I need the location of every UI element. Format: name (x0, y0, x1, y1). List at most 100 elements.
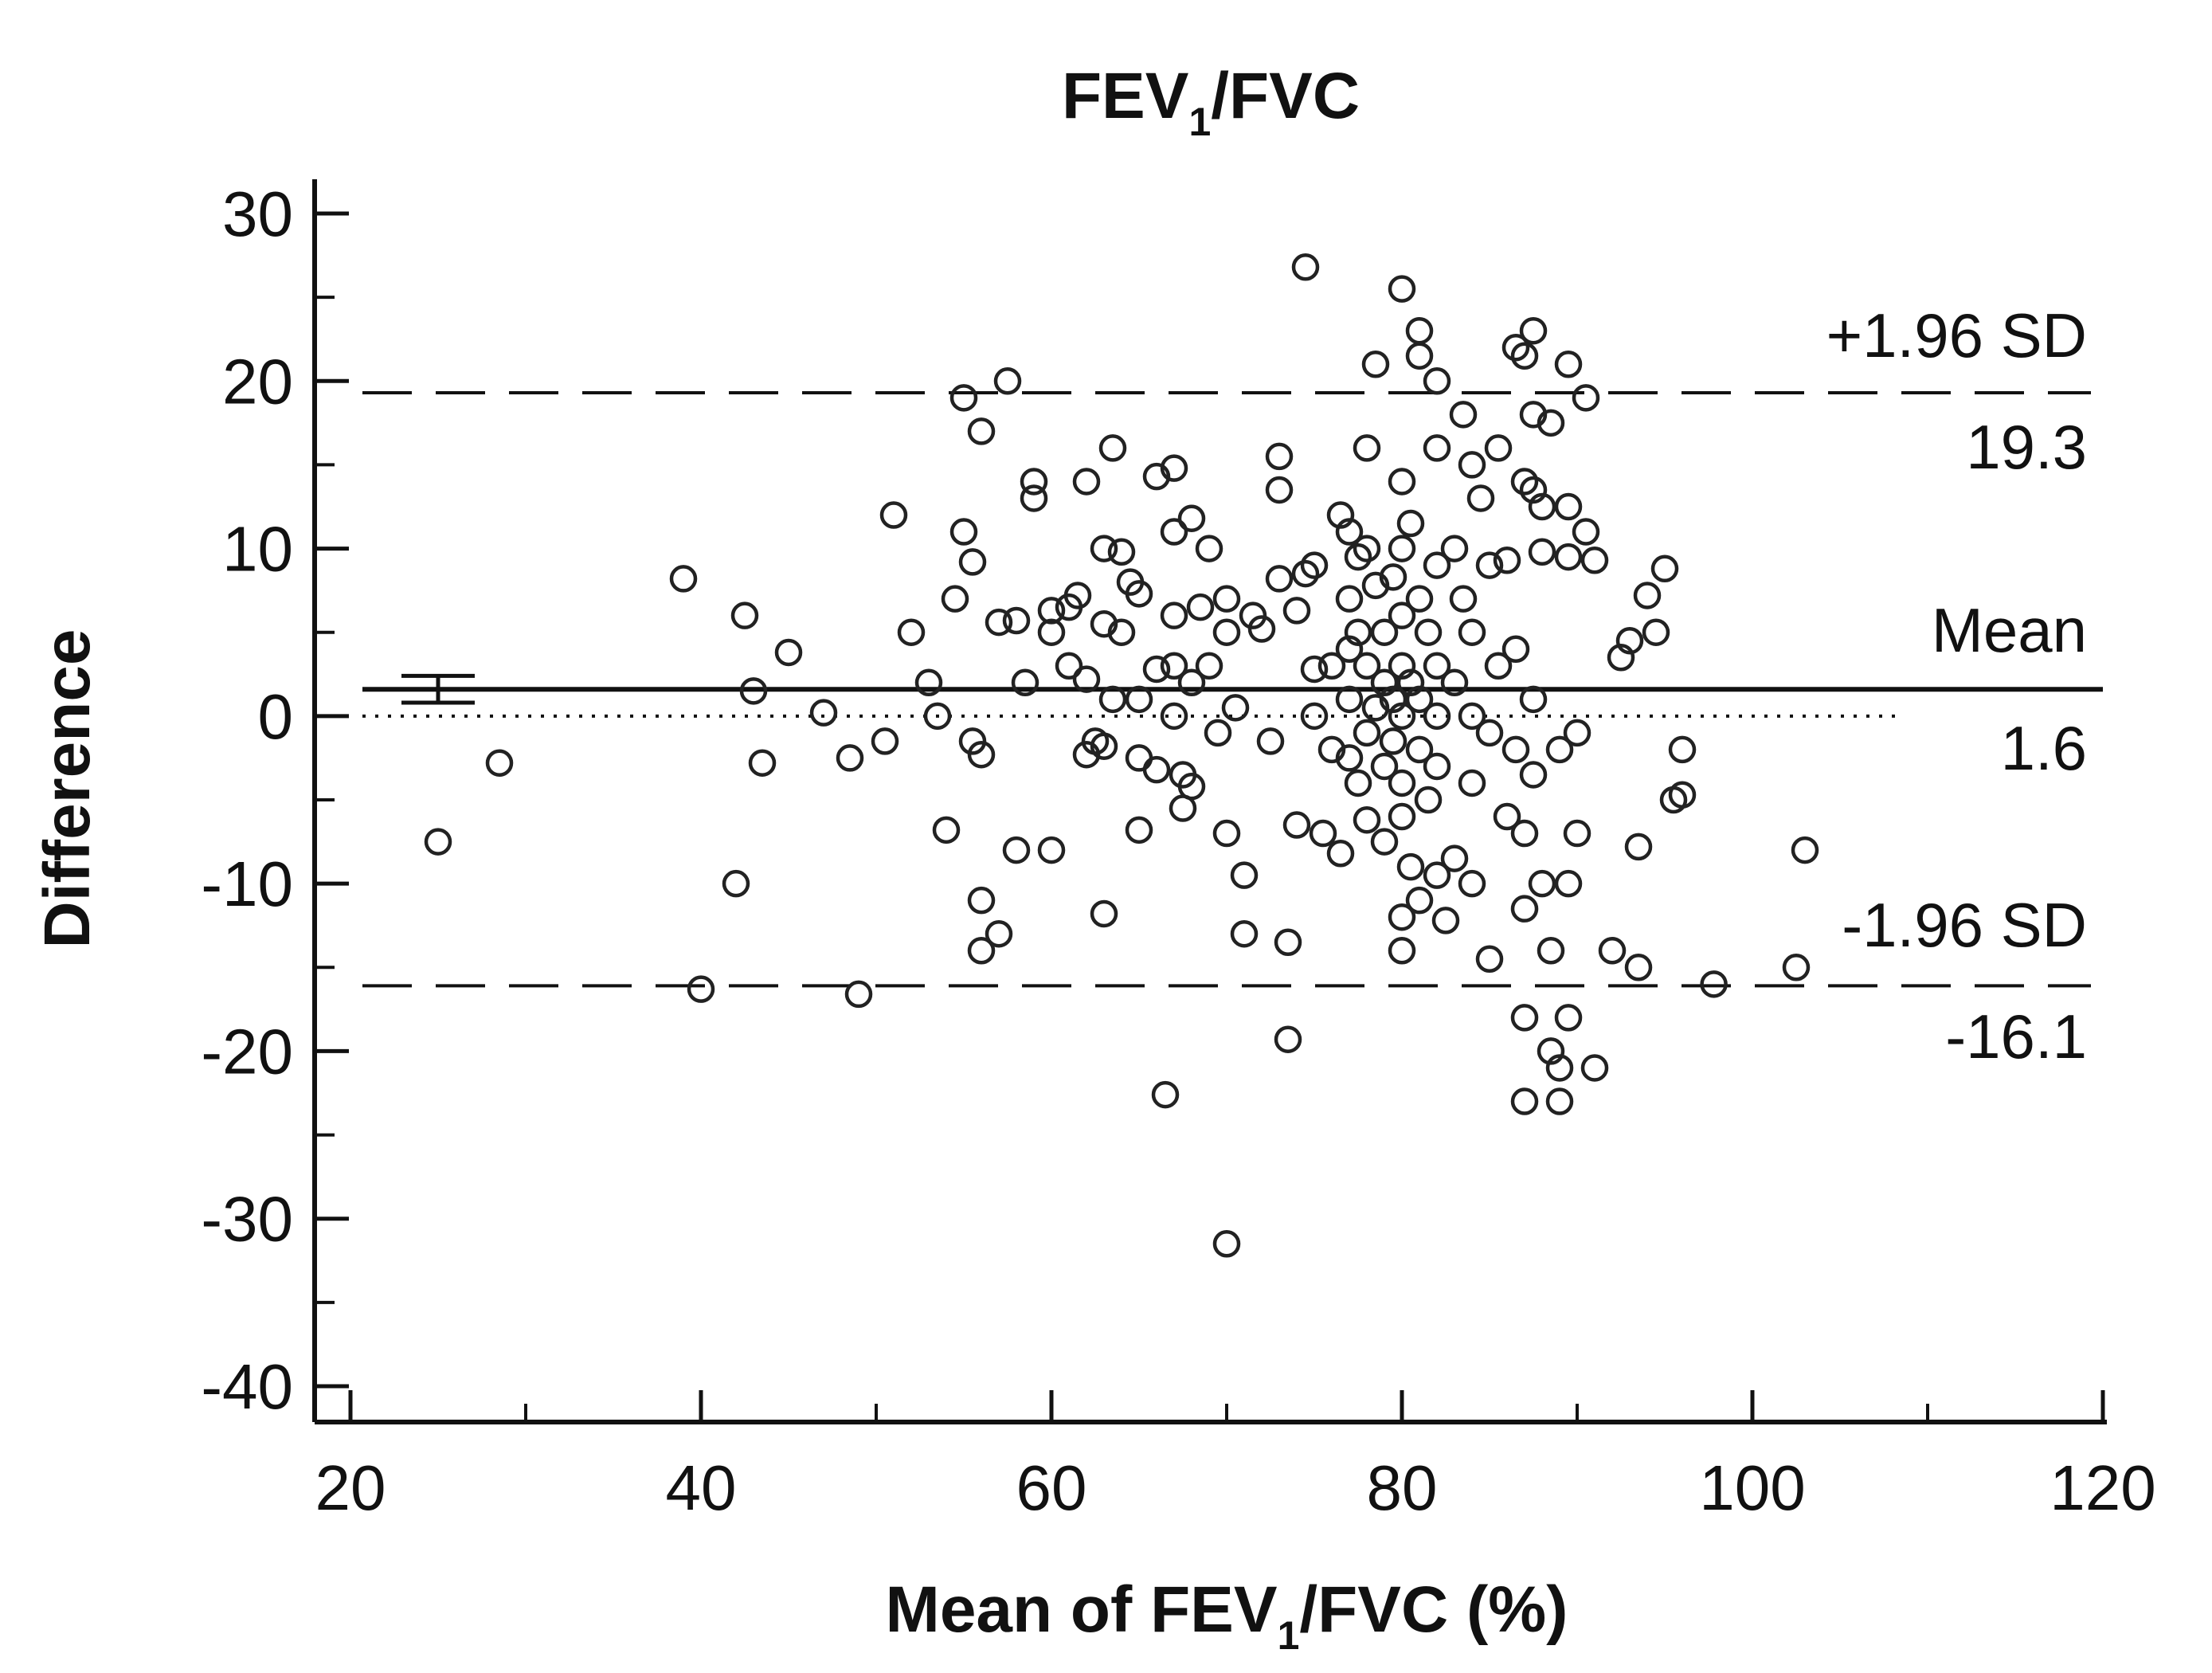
upper-loa-label: +1.96 SD (1826, 300, 2087, 370)
data-point (985, 919, 1013, 948)
data-point (1388, 937, 1416, 965)
data-point (1256, 727, 1285, 755)
data-point (1423, 652, 1451, 680)
data-point (424, 828, 452, 856)
data-point (1519, 401, 1548, 429)
data-point (1344, 543, 1372, 571)
data-point (1020, 468, 1048, 496)
data-point (1195, 535, 1223, 562)
data-point (1440, 668, 1469, 697)
data-point (1528, 869, 1556, 898)
data-point (1624, 833, 1653, 861)
data-point (1335, 518, 1364, 546)
data-point (1361, 694, 1390, 722)
data-point (1037, 618, 1066, 646)
data-point (1098, 434, 1127, 462)
chart-title-subscript: 1 (1188, 100, 1211, 144)
reference-lines (362, 391, 2103, 988)
data-point (1370, 752, 1399, 781)
data-point (1414, 786, 1443, 814)
data-point (1265, 476, 1294, 504)
y-tick-label: 30 (222, 178, 293, 249)
data-point (1195, 652, 1223, 680)
data-point (1554, 543, 1583, 571)
data-point (1204, 719, 1232, 747)
data-point (1125, 580, 1153, 608)
data-point (1291, 559, 1320, 588)
data-point (1537, 409, 1565, 437)
data-point (1317, 735, 1346, 764)
data-point (1554, 492, 1583, 521)
data-point (1300, 702, 1329, 731)
data-point (1388, 903, 1416, 931)
x-axis-label-base: Mean of FEV (886, 1573, 1278, 1646)
data-point (1317, 652, 1346, 680)
data-point (1160, 601, 1188, 629)
data-point (1151, 1080, 1180, 1109)
data-point (1247, 615, 1276, 643)
data-point (1379, 727, 1407, 755)
data-point (1282, 597, 1311, 625)
data-point (1554, 1004, 1583, 1032)
data-point (1423, 861, 1451, 889)
data-point (1361, 571, 1390, 600)
data-point (1177, 668, 1206, 697)
data-point (1405, 585, 1434, 613)
data-point (1037, 597, 1066, 625)
data-point (1423, 702, 1451, 731)
data-point (1458, 769, 1486, 797)
data-point (1353, 535, 1381, 562)
data-point (836, 744, 864, 772)
data-point (1107, 538, 1136, 566)
data-point (1440, 535, 1469, 562)
data-point (1650, 554, 1679, 583)
data-point (1388, 702, 1416, 731)
data-point (1510, 895, 1539, 923)
data-point (871, 727, 899, 755)
axis-ticks: 20 40 60 80 100 120 -40 -30 -20 -10 0 10 20 30 (201, 178, 2155, 1523)
upper-loa-value: 19.3 (1966, 412, 2087, 482)
data-point (967, 937, 996, 965)
data-point (1624, 954, 1653, 981)
data-point (748, 749, 777, 777)
data-point (1002, 606, 1031, 635)
data-point (1335, 744, 1364, 772)
data-point (1475, 551, 1504, 579)
data-point (1510, 819, 1539, 848)
data-point (1493, 547, 1521, 574)
data-point (1011, 668, 1039, 697)
mean-label: Mean (1932, 595, 2087, 665)
data-point (1633, 582, 1662, 609)
data-point (1326, 840, 1355, 868)
data-point (1379, 563, 1407, 591)
data-point (1388, 802, 1416, 831)
data-point (1388, 535, 1416, 562)
mean-value: 1.6 (2001, 713, 2087, 783)
data-point (949, 518, 978, 546)
data-point (1519, 761, 1548, 789)
data-point (1177, 772, 1206, 801)
data-point (739, 677, 768, 705)
data-point (1265, 442, 1294, 471)
data-point (1212, 585, 1241, 613)
data-point (1423, 551, 1451, 579)
data-point (809, 699, 838, 727)
data-point (1668, 781, 1697, 809)
data-point (1142, 462, 1171, 491)
data-point (958, 727, 987, 755)
data-point (1291, 253, 1320, 281)
data-point (774, 638, 803, 667)
data-point (1388, 468, 1416, 496)
data-point (1396, 852, 1425, 881)
y-tick-label: 10 (222, 514, 293, 585)
data-point (1572, 518, 1600, 546)
data-point (967, 740, 996, 769)
data-point (1580, 547, 1609, 574)
data-point (1545, 1087, 1574, 1115)
data-point (1090, 899, 1118, 928)
x-tick-label: 20 (315, 1452, 386, 1523)
data-point (923, 702, 952, 731)
data-point (1326, 501, 1355, 529)
data-point (1379, 685, 1407, 714)
data-point (1545, 735, 1574, 764)
